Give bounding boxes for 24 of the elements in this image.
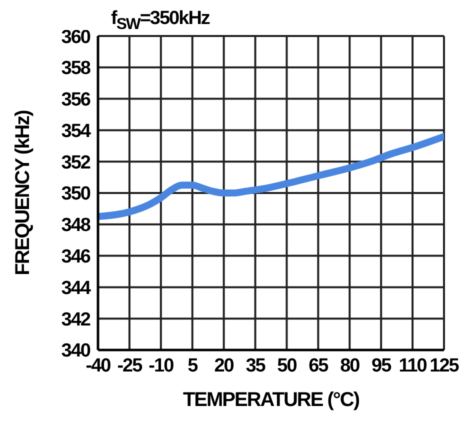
x-tick-label: 110 — [398, 355, 427, 376]
x-tick-label: 5 — [188, 355, 199, 376]
y-tick-label: 352 — [61, 152, 90, 174]
x-tick-label: 65 — [308, 355, 330, 376]
x-axis-title: TEMPERATURE (°C) — [182, 389, 360, 411]
y-axis-title: FREQUENCY (kHz) — [12, 110, 34, 276]
x-tick-label: -10 — [148, 355, 174, 376]
y-tick-label: 354 — [61, 120, 92, 142]
x-tick-label: 125 — [430, 355, 460, 376]
y-tick-label: 346 — [61, 246, 90, 268]
x-tick-label: 95 — [372, 355, 392, 376]
y-tick-label: 356 — [61, 90, 90, 111]
x-tick-label: 20 — [214, 355, 234, 376]
y-tick-label: 344 — [61, 278, 92, 299]
chart-title: f$_{SW}$=350kHz — [111, 8, 210, 34]
y-tick-label: 358 — [61, 58, 90, 80]
y-tick-label: 350 — [61, 184, 90, 205]
x-tick-label: 50 — [277, 355, 297, 376]
x-tick-label: -25 — [117, 355, 144, 376]
x-tick-label: 80 — [340, 355, 360, 376]
y-tick-label: 342 — [61, 309, 90, 330]
x-tick-label: 35 — [246, 355, 266, 376]
y-tick-label: 348 — [61, 215, 90, 236]
y-tick-label: 340 — [61, 340, 90, 362]
